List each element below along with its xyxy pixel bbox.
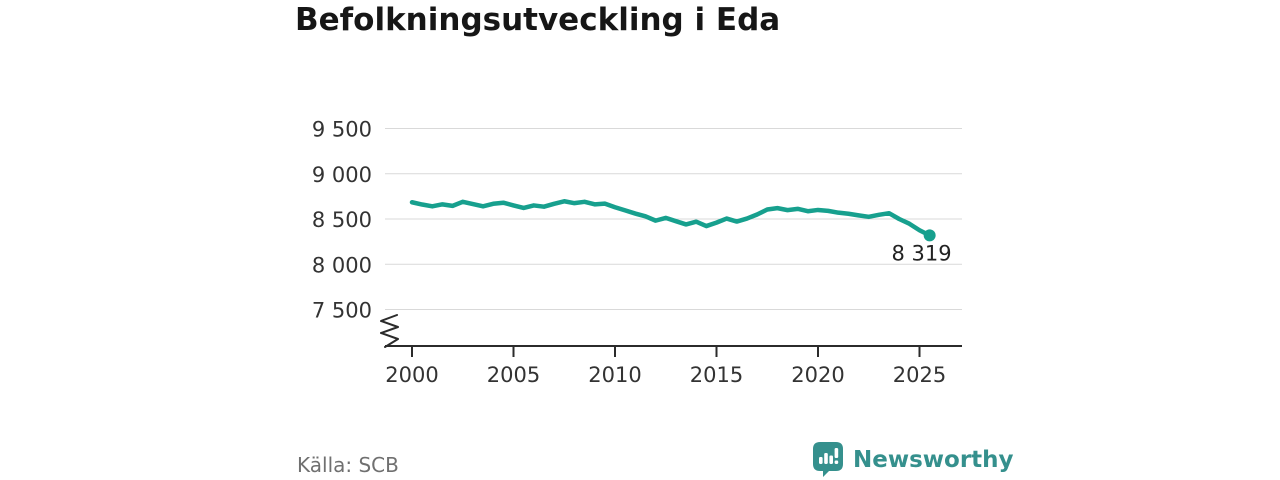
x-axis-tick-label: 2020	[791, 363, 844, 387]
source-label: Källa: SCB	[297, 453, 399, 477]
newsworthy-logo: Newsworthy	[812, 441, 1014, 478]
chart-title: Befolkningsutveckling i Eda	[295, 2, 781, 38]
x-axis-tick-label: 2010	[588, 363, 641, 387]
population-line-series	[409, 199, 932, 238]
y-axis-tick-label: 8 500	[312, 208, 372, 232]
y-axis-tick-label: 7 500	[312, 299, 372, 323]
endpoint-dot	[923, 229, 936, 242]
y-axis-tick-label: 9 000	[312, 163, 372, 187]
newsworthy-bar-chart-bubble-icon	[813, 442, 843, 477]
x-axis-tick-label: 2005	[487, 363, 540, 387]
endpoint-value-label: 8 319	[892, 241, 952, 265]
y-axis-tick-label: 8 000	[312, 253, 372, 277]
x-axis-tick-label: 2025	[893, 363, 946, 387]
y-axis-tick-label: 9 500	[312, 118, 372, 142]
x-axis-tick-label: 2015	[690, 363, 743, 387]
x-axis-tick-label: 2000	[385, 363, 438, 387]
axis-break-icon	[380, 314, 399, 348]
newsworthy-wordmark: Newsworthy	[853, 446, 1014, 473]
